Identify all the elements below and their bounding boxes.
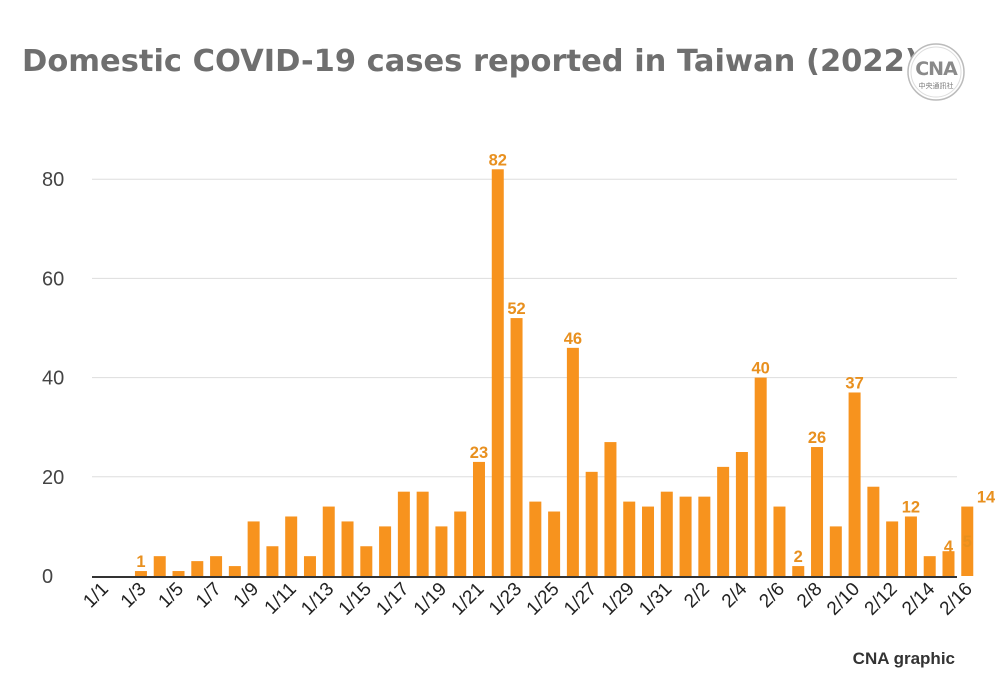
data-label: 37 [845,374,863,392]
bar [904,516,917,576]
bar [285,516,298,576]
bar [566,347,579,576]
source-credit: CNA graphic [852,649,955,668]
x-tick-label: 1/21 [448,579,489,620]
data-label: 2 [794,548,803,566]
bar [961,506,974,576]
x-tick-label: 1/15 [335,579,376,620]
x-tick-label: 2/4 [718,578,752,612]
bar [642,506,655,576]
bar [379,526,392,576]
data-label: 40 [752,360,770,378]
bar [923,556,936,576]
y-tick-label: 40 [42,368,64,390]
bar [454,511,467,576]
y-tick-label: 60 [42,268,64,290]
x-axis-ticks: 1/1 1/3 1/5 1/7 1/91/111/131/151/171/191/211… [79,578,976,619]
data-label: 4 [944,538,954,556]
chart-title: Domestic COVID-19 cases reported in Taiw… [22,44,919,79]
y-axis-ticks: 0 20 40 60 80 [42,169,64,588]
bar [585,471,598,576]
data-label: 46 [564,330,582,348]
bar [303,556,316,576]
bar [172,571,185,576]
x-tick-label: 1/17 [372,579,413,620]
bar [191,561,204,576]
bar [829,526,842,576]
bar [153,556,166,576]
bar [773,506,786,576]
bar [491,169,504,576]
data-label: 23 [470,444,488,462]
data-label: 1 [136,553,145,571]
data-label: 82 [489,151,507,169]
y-tick-label: 80 [42,169,64,191]
bar [792,566,805,576]
x-tick-label: 1/27 [560,579,601,620]
bar [435,526,448,576]
bar [210,556,223,576]
bar [867,486,880,576]
x-tick-label: 2/2 [680,579,714,613]
bar [848,392,861,576]
x-tick-label: 1/7 [192,579,226,613]
x-tick-label: 1/3 [117,579,151,613]
cna-logo-icon: CNA 中央通訊社 [907,43,965,101]
x-tick-label: 2/10 [823,579,864,620]
x-tick-label: 2/14 [898,578,939,619]
y-tick-label: 20 [42,467,64,489]
x-tick-label: 1/25 [523,579,564,620]
bar [754,377,767,576]
bar [228,566,241,576]
bar [134,571,147,576]
data-label: 12 [902,498,920,516]
x-tick-label: 1/11 [261,579,301,619]
x-tick-label: 1/1 [79,579,113,613]
bar [341,521,354,576]
x-tick-label: 2/12 [861,579,902,620]
bar [679,496,692,576]
data-label: 26 [808,429,826,447]
bar [548,511,561,576]
x-tick-label: 1/31 [635,579,676,620]
bar [735,452,748,576]
bar [322,506,335,576]
bar [698,496,711,576]
bar [623,501,636,576]
x-tick-label: 2/16 [936,579,977,620]
bar [811,447,824,576]
bar [397,491,410,576]
y-tick-label: 0 [42,566,53,588]
x-tick-label: 1/13 [297,579,338,620]
data-label: 14 [977,489,995,507]
logo-text: CNA [915,58,958,80]
bar [604,442,617,576]
x-tick-label: 1/19 [410,579,451,620]
x-tick-label: 1/29 [598,579,639,620]
x-tick-label: 1/5 [155,579,189,613]
bar [360,546,373,576]
bar [886,521,899,576]
gridlines [92,178,957,478]
bar [717,466,730,576]
logo-subtext: 中央通訊社 [919,81,954,90]
bar [529,501,542,576]
data-label: 5 [963,533,972,551]
data-labels: 1 23 82 52 46 40 2 26 37 12 4 5 14 [136,151,995,571]
bar [942,551,955,576]
bar [266,546,279,576]
bar [660,491,673,576]
x-tick-label: 1/23 [485,579,526,620]
bar [247,521,260,576]
bars [134,169,974,576]
bar [472,461,485,576]
bar [510,318,523,576]
x-tick-label: 1/9 [230,579,264,613]
bar [416,491,429,576]
x-tick-label: 2/6 [755,579,789,613]
cna-logo: CNA 中央通訊社 [906,42,966,102]
x-tick-label: 2/8 [793,579,827,613]
data-label: 52 [507,300,525,318]
